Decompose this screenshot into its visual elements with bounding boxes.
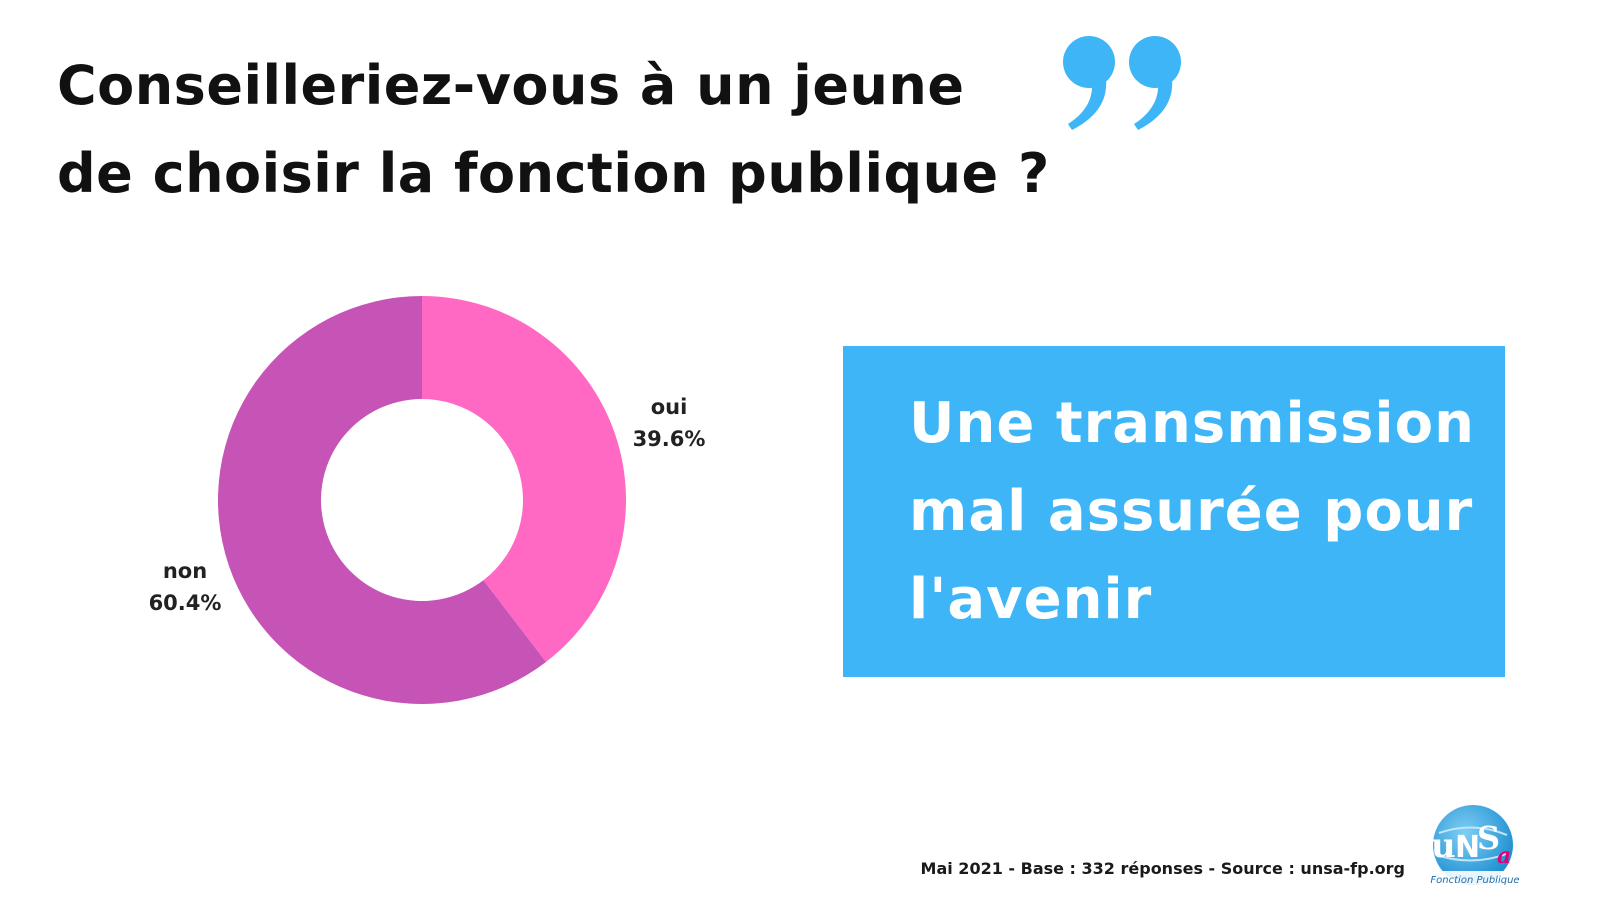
slice-label-oui: oui 39.6%	[624, 391, 714, 455]
callout-line-1: Une transmission	[909, 391, 1475, 456]
slice-label-non-name: non	[162, 559, 208, 583]
slice-label-non-value: 60.4%	[148, 591, 222, 615]
donut-slice-non	[218, 296, 547, 704]
closing-quote-icon	[1063, 36, 1181, 130]
svg-text:N: N	[1455, 830, 1480, 865]
title-line-2: de choisir la fonction publique ?	[57, 142, 1050, 205]
svg-text:a: a	[1497, 843, 1511, 869]
callout-line-2: mal assurée pour	[909, 479, 1474, 544]
callout-box: Une transmission mal assurée pour l'aven…	[843, 346, 1505, 677]
svg-text:u: u	[1431, 826, 1456, 866]
chart-title: Conseilleriez-vous à un jeune de choisir…	[57, 42, 1050, 218]
donut-slice-oui	[422, 296, 627, 662]
svg-text:Fonction Publique: Fonction Publique	[1430, 875, 1519, 886]
callout-line-3: l'avenir	[909, 567, 1153, 632]
slice-label-oui-value: 39.6%	[632, 427, 706, 451]
source-footer: Mai 2021 - Base : 332 réponses - Source …	[920, 859, 1405, 878]
callout-text: Une transmission mal assurée pour l'aven…	[909, 380, 1475, 644]
slice-label-oui-name: oui	[650, 395, 688, 419]
title-line-1: Conseilleriez-vous à un jeune	[57, 54, 965, 117]
slice-label-non: non 60.4%	[140, 555, 230, 619]
svg-text:S: S	[1477, 819, 1500, 857]
unsa-logo: u N S a Fonction Publique	[1429, 805, 1521, 887]
